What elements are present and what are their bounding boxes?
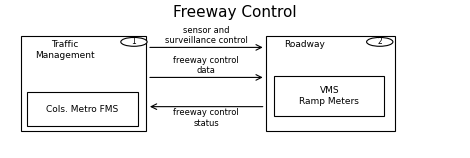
Text: Freeway Control: Freeway Control <box>173 5 297 20</box>
Circle shape <box>121 37 147 46</box>
Text: sensor and
surveillance control: sensor and surveillance control <box>165 26 248 45</box>
Text: Cols. Metro FMS: Cols. Metro FMS <box>47 105 118 114</box>
Text: 2: 2 <box>377 37 382 46</box>
Circle shape <box>367 37 393 46</box>
Text: VMS
Ramp Meters: VMS Ramp Meters <box>299 86 359 106</box>
Text: Traffic
Management: Traffic Management <box>35 40 94 60</box>
Bar <box>21 36 146 131</box>
Bar <box>266 36 395 131</box>
Bar <box>274 76 384 116</box>
Text: Roadway: Roadway <box>284 40 325 49</box>
Text: freeway control
status: freeway control status <box>173 108 239 128</box>
Bar <box>27 92 138 126</box>
Text: 1: 1 <box>132 37 136 46</box>
Text: freeway control
data: freeway control data <box>173 56 239 75</box>
